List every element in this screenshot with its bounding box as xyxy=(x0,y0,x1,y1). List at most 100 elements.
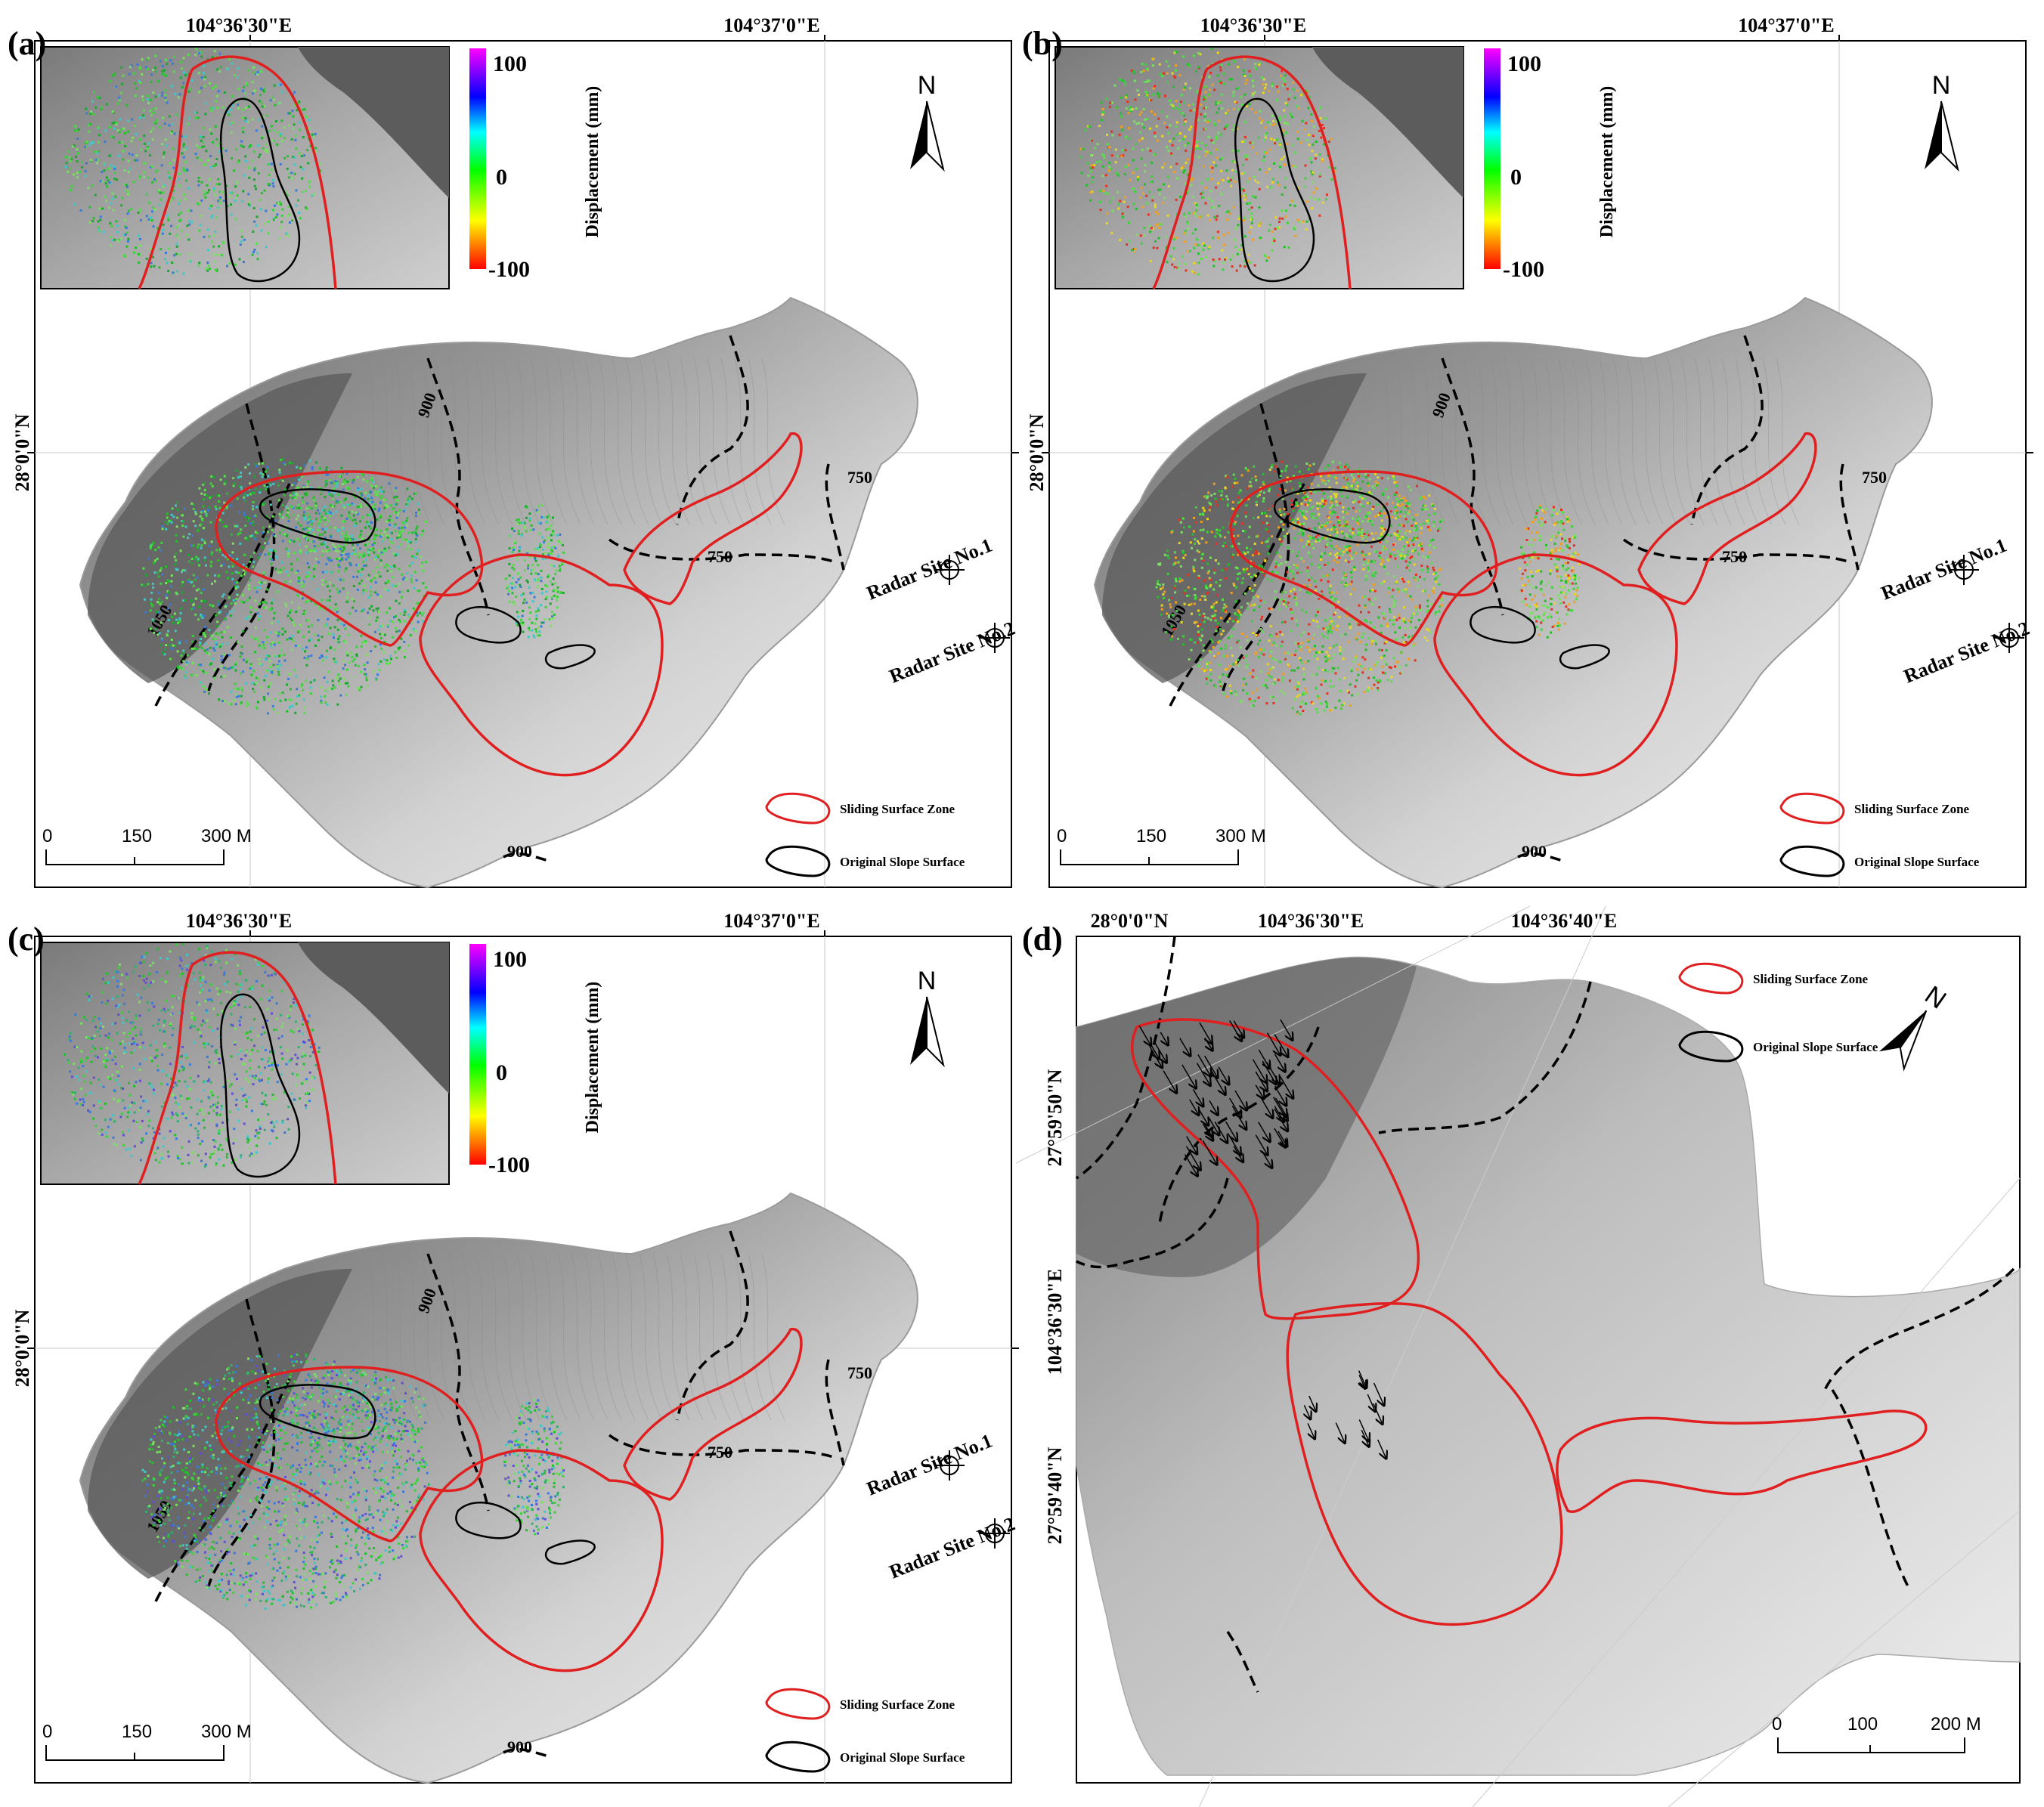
displacement-inset xyxy=(1055,46,1464,289)
colorbar-tick: 100 xyxy=(493,51,527,76)
sliding-surface-zone xyxy=(1433,553,1678,777)
scale-label: 200 M xyxy=(1931,1714,1981,1734)
contour-label: 750 xyxy=(847,1363,872,1382)
lon-tick-label: 104°36'30"E xyxy=(186,910,292,932)
left-tick-label: 27°59'50"N xyxy=(1044,1069,1066,1166)
map-legend: Sliding Surface Zone Original Slope Surfa… xyxy=(765,792,965,877)
elevation-contour-dashed xyxy=(207,403,276,692)
scale-label: 0 xyxy=(42,1722,52,1742)
colorbar-tick: 100 xyxy=(1507,51,1541,76)
scale-label: 150 xyxy=(122,1722,152,1742)
lon-tick-label: 104°37'0"E xyxy=(723,14,819,36)
radar-crosshair-icon xyxy=(980,1518,1010,1549)
colorbar-title: Displacement (mm) xyxy=(583,86,602,238)
scale-bar: 0 150 300 M xyxy=(1057,826,1266,865)
scale-label: 0 xyxy=(42,826,52,846)
scale-label: 150 xyxy=(122,826,152,846)
contour-label: 750 xyxy=(708,1443,732,1462)
map-legend: Sliding Surface Zone Original Slope Surfa… xyxy=(765,1688,965,1773)
elevation-contour-dashed xyxy=(1076,1177,1229,1269)
scale-bar: 0 150 300 M xyxy=(42,1722,252,1761)
scale-bar: 0 150 300 M xyxy=(42,826,252,865)
panel-label: (b) xyxy=(1022,25,1063,62)
displacement-inset xyxy=(40,46,450,289)
scale-label: 0 xyxy=(1057,826,1067,846)
sliding-surface-zone xyxy=(623,1328,803,1501)
map-panel-a: 1050 900 750 750 900 100 0 -100 Displacement (mm… xyxy=(8,8,1019,899)
colorbar xyxy=(469,944,486,1165)
scale-label: 300 M xyxy=(201,826,252,846)
elevation-contour-dashed xyxy=(1823,1267,2015,1391)
scale-label: 100 xyxy=(1847,1714,1878,1734)
sliding-surface-zone xyxy=(1229,470,1498,647)
north-label: N xyxy=(1932,71,1951,100)
radar-crosshair-icon xyxy=(934,555,965,585)
elevation-contour-dashed xyxy=(825,1359,845,1466)
original-slope-surface xyxy=(1470,605,1536,644)
sliding-surface-zone xyxy=(1130,1018,1420,1320)
colorbar-title: Displacement (mm) xyxy=(1597,86,1617,238)
elevation-contour-dashed xyxy=(1839,463,1860,571)
panel-label: (c) xyxy=(8,921,45,958)
left-tick-label: 104°36'30"E xyxy=(1044,1269,1066,1375)
elevation-contour-dashed xyxy=(1831,1389,1909,1587)
elevation-contour-dashed xyxy=(1076,936,1176,1180)
lat-tick-label: 28°0'0"N xyxy=(1026,413,1048,491)
colorbar-tick: -100 xyxy=(1503,257,1544,282)
sliding-surface-zone xyxy=(1637,432,1817,605)
original-slope-surface xyxy=(1273,488,1391,544)
sliding-surface-zone xyxy=(1286,1302,1563,1626)
legend-original-slope: Original Slope Surface xyxy=(840,1750,965,1765)
scale-label: 0 xyxy=(1772,1714,1782,1734)
sliding-surface-zone xyxy=(215,470,484,647)
colorbar-tick: 0 xyxy=(1510,165,1522,190)
sliding-surface-zone xyxy=(419,553,664,777)
elevation-contour-dashed xyxy=(608,1434,837,1459)
legend-sliding-zone: Sliding Surface Zone xyxy=(1854,802,1970,816)
top-tick-label: 28°0'0"N xyxy=(1091,910,1169,932)
elevation-contour-dashed xyxy=(1222,403,1290,692)
displacement-points xyxy=(1155,460,1581,716)
contour-label: 750 xyxy=(708,547,732,566)
elevation-contour-dashed xyxy=(1158,1026,1320,1224)
displacement-inset xyxy=(40,942,450,1185)
contour-label: 900 xyxy=(507,1737,532,1756)
original-slope-surface xyxy=(259,1384,376,1440)
elevation-contour-dashed xyxy=(676,335,749,525)
sliding-surface-zone xyxy=(215,1366,484,1542)
elevation-contour-dashed xyxy=(1169,478,1308,707)
colorbar-tick: 100 xyxy=(493,947,527,972)
elevation-contour-dashed xyxy=(1441,357,1504,616)
lon-tick-label: 104°36'30"E xyxy=(1200,14,1306,36)
sliding-surface-zone xyxy=(419,1449,664,1672)
colorbar-tick: -100 xyxy=(488,1153,530,1177)
elevation-contour-dashed xyxy=(825,463,845,571)
map-legend: Sliding Surface Zone Original Slope Surfa… xyxy=(1678,962,1878,1063)
lat-tick-label: 28°0'0"N xyxy=(11,1309,33,1387)
displacement-points xyxy=(141,1353,566,1610)
contour-label: 750 xyxy=(1722,547,1747,566)
elevation-contour-dashed xyxy=(1378,981,1592,1134)
north-label: N xyxy=(918,71,937,100)
sliding-surface-zone xyxy=(1556,1409,1928,1514)
original-slope-surface xyxy=(455,1501,522,1539)
colorbar xyxy=(1484,48,1500,269)
map-panel-b: 1050 900 750 750 900 100 0 -100 Displacement (mm… xyxy=(1022,8,2033,899)
original-slope-surface xyxy=(544,644,596,670)
north-arrow-icon: N xyxy=(910,71,945,172)
colorbar-tick: 0 xyxy=(496,165,507,190)
elevation-contour-dashed xyxy=(503,852,550,862)
elevation-contour-dashed xyxy=(1226,1631,1259,1693)
contour-label: 750 xyxy=(847,468,872,487)
scale-label: 300 M xyxy=(201,1722,252,1742)
north-arrow-icon: N xyxy=(1925,71,1959,172)
legend-original-slope: Original Slope Surface xyxy=(1854,855,1980,869)
panel-label: (a) xyxy=(8,25,46,62)
elevation-contour-dashed xyxy=(207,1298,276,1587)
original-slope-surface xyxy=(544,1539,596,1565)
elevation-contour-dashed xyxy=(426,357,490,616)
colorbar-tick: -100 xyxy=(488,257,530,282)
map-panel-d: (d) Sliding Surface Zone Original Slope Su… xyxy=(1015,903,2035,1807)
scale-label: 150 xyxy=(1136,826,1166,846)
elevation-contour-dashed xyxy=(1690,335,1764,525)
